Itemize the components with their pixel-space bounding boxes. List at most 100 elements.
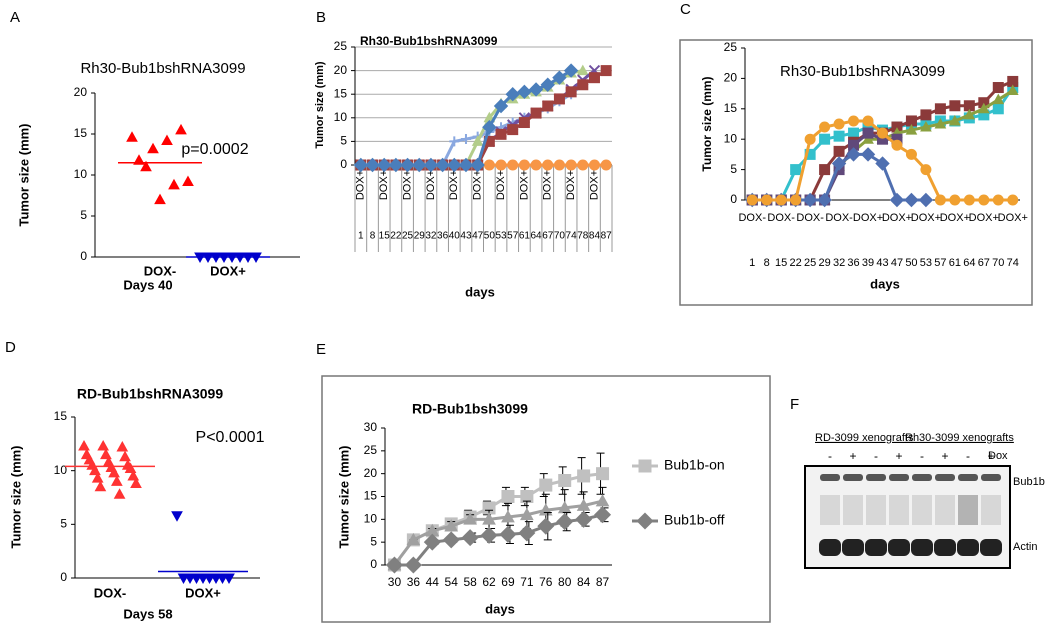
point (920, 164, 932, 176)
point (507, 159, 519, 171)
point (140, 160, 152, 172)
point (505, 86, 520, 102)
point (553, 93, 565, 105)
point (1006, 84, 1019, 96)
band (957, 539, 979, 556)
category-group-label: DOX+ (401, 170, 413, 200)
point (862, 115, 874, 127)
x-tick-label: 25 (804, 257, 816, 269)
point (442, 531, 460, 549)
x-tick-label: 80 (558, 575, 572, 589)
x-tick-label: 50 (905, 257, 917, 269)
point (563, 63, 579, 78)
point (223, 573, 235, 585)
category-group-label: DOX+ (472, 170, 484, 200)
point (404, 556, 422, 574)
x-tick-label: 78 (577, 231, 589, 242)
point (862, 133, 874, 144)
chart-title: Rh30-Bub1bshRNA3099 (360, 34, 498, 48)
y-tick-label: 0 (60, 570, 67, 584)
point (862, 127, 874, 139)
annotation: p=0.0002 (181, 141, 248, 158)
point (577, 79, 589, 91)
x-tick-label: DOX+ (210, 263, 246, 278)
point (833, 118, 845, 130)
point (576, 498, 591, 511)
x-tick-label: 15 (379, 231, 391, 242)
point (540, 77, 555, 92)
category-group-label: DOX+ (969, 212, 999, 224)
y-tick-label: 0 (730, 192, 737, 206)
point (449, 136, 460, 147)
point (463, 512, 477, 525)
point (530, 107, 542, 119)
y-tick-label: 5 (730, 162, 737, 176)
y-axis-label: Tumor size (mm) (8, 445, 23, 548)
y-tick-label: 25 (334, 39, 348, 53)
point (558, 474, 572, 488)
point (848, 115, 860, 127)
band-label: Bub1b (1013, 476, 1045, 488)
category-group-label: DOX+ (518, 170, 530, 200)
point (790, 164, 802, 176)
panel-label: C (680, 1, 691, 18)
point (210, 573, 222, 585)
y-tick-label: 20 (724, 71, 738, 85)
category-group-label: DOX+ (378, 170, 390, 200)
x-tick-label: DOX- (94, 585, 127, 600)
point (171, 511, 183, 522)
lane-label: + (895, 449, 902, 463)
point (161, 134, 173, 146)
category-group-label: DOX+ (882, 212, 912, 224)
band (912, 495, 932, 525)
category-group-label: DOX- (825, 212, 853, 224)
x-tick-label: 25 (402, 231, 414, 242)
lane-label: + (849, 449, 856, 463)
point (78, 439, 90, 451)
point (197, 573, 209, 585)
series-line (393, 499, 603, 566)
x-tick-label: 22 (390, 231, 402, 242)
point (833, 145, 845, 157)
point (817, 192, 832, 208)
point (412, 157, 427, 173)
point (175, 123, 187, 135)
band (980, 539, 1002, 556)
point (761, 194, 773, 206)
x-tick-label: 57 (934, 257, 946, 269)
point (920, 109, 932, 121)
y-tick-label: 15 (364, 489, 378, 503)
band (889, 474, 909, 481)
point (963, 108, 976, 120)
y-tick-label: 10 (334, 110, 348, 124)
x-tick-label: 36 (437, 231, 449, 242)
band (820, 495, 840, 525)
point (147, 142, 159, 154)
point (168, 178, 180, 190)
x-tick-label: 67 (978, 257, 990, 269)
chart-title: RD-Bub1bsh3099 (412, 401, 528, 417)
x-axis-label: days (870, 276, 900, 291)
band (843, 495, 863, 525)
y-tick-label: 15 (74, 126, 88, 140)
point (542, 159, 554, 171)
y-tick-label: 25 (724, 40, 738, 54)
category-group-label: DOX+ (425, 170, 437, 200)
category-group-label: DOX- (767, 212, 795, 224)
x-tick-label: 58 (463, 575, 477, 589)
y-tick-label: 10 (364, 512, 378, 526)
point (934, 194, 946, 206)
point (470, 157, 485, 173)
point (831, 156, 847, 171)
lane-label: + (987, 449, 994, 463)
band (911, 539, 933, 556)
x-tick-label: 64 (531, 231, 543, 242)
lane-label: - (874, 449, 878, 463)
x-tick-label: 43 (460, 231, 472, 242)
y-axis-label: Tumor size (mm) (336, 445, 351, 548)
y-tick-label: 30 (364, 420, 378, 434)
point (833, 130, 845, 142)
point (819, 121, 831, 133)
x-tick-label: 8 (370, 231, 376, 242)
category-group-label: DOX+ (940, 212, 970, 224)
